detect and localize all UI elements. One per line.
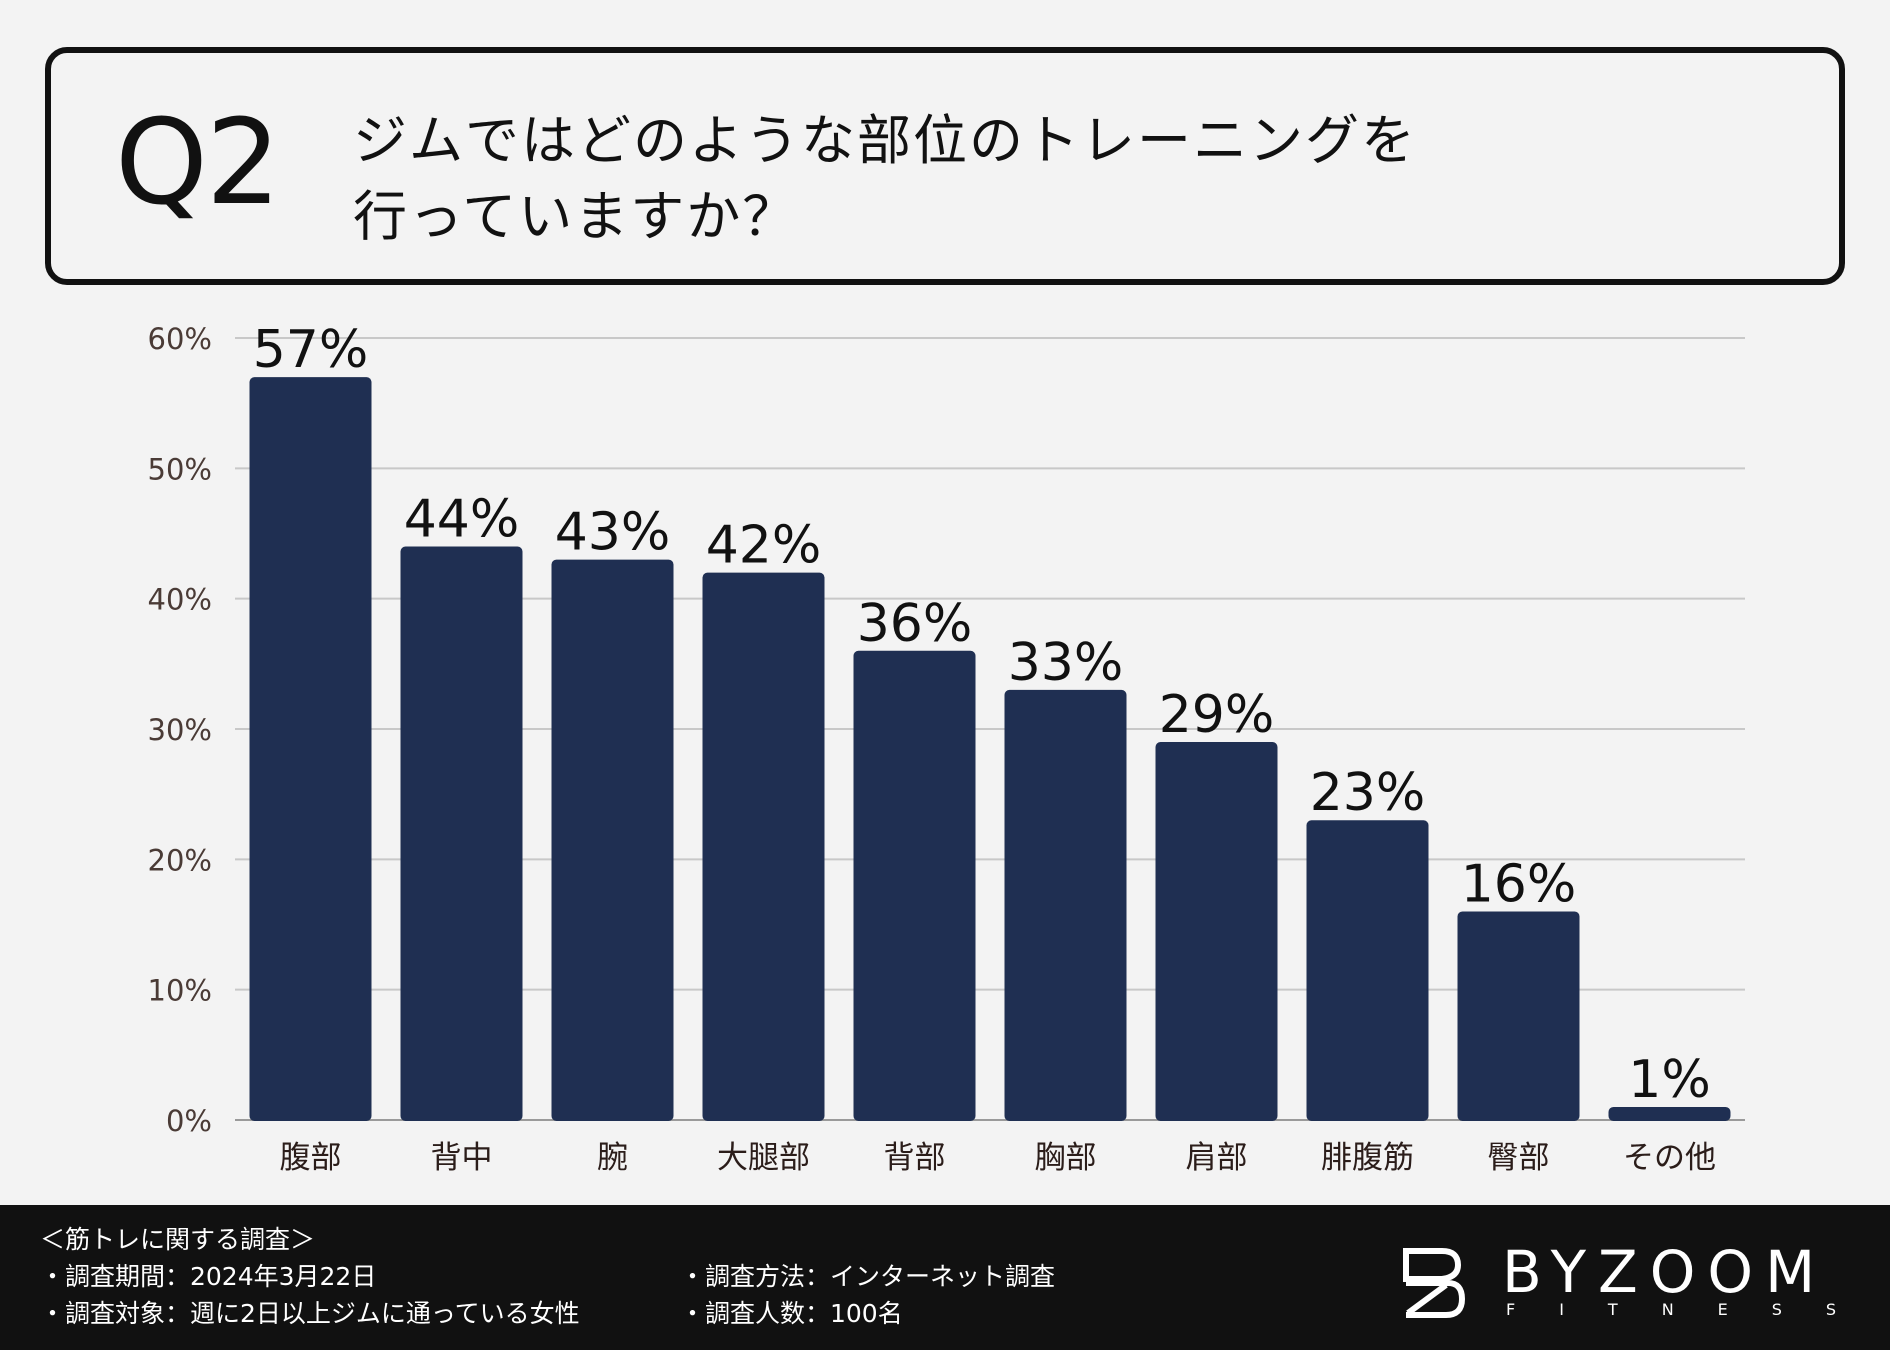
brand-logo: BYZOOM FITNESS <box>1402 1243 1852 1323</box>
question-text: ジムではどのような部位のトレーニングを 行っていますか？ <box>353 103 1753 255</box>
x-tick-label: 臀部 <box>1488 1140 1550 1176</box>
data-label: 33% <box>1008 633 1124 693</box>
data-label: 57% <box>253 320 369 380</box>
x-tick-label: 腹部 <box>280 1140 342 1176</box>
data-label: 44% <box>404 490 520 550</box>
survey-method: ・調査方法：インターネット調査 <box>680 1262 1056 1291</box>
y-tick-label: 0% <box>166 1104 212 1138</box>
brand-name: BYZOOM <box>1502 1238 1828 1306</box>
survey-period: ・調査期間：2024年3月22日 <box>40 1262 377 1291</box>
x-tick-label: 肩部 <box>1186 1140 1248 1176</box>
bar <box>1608 1106 1731 1121</box>
y-tick-label: 60% <box>148 322 212 356</box>
survey-heading: ＜筋トレに関する調査＞ <box>40 1225 316 1254</box>
survey-count: ・調査人数：100名 <box>680 1299 903 1328</box>
bar <box>1004 689 1127 1121</box>
x-tick-label: 腕 <box>597 1140 628 1176</box>
bar <box>1457 911 1580 1121</box>
bar <box>551 559 674 1121</box>
x-tick-label: 背中 <box>431 1140 493 1176</box>
question-number: Q2 <box>115 93 281 231</box>
y-tick-label: 40% <box>148 583 212 617</box>
data-label: 29% <box>1159 685 1275 745</box>
data-label: 42% <box>706 516 822 576</box>
x-tick-label: 大腿部 <box>717 1140 810 1176</box>
data-label: 36% <box>857 594 973 654</box>
x-tick-label: 背部 <box>884 1140 946 1176</box>
bar <box>249 377 372 1122</box>
data-label: 16% <box>1461 854 1577 914</box>
x-tick-label: その他 <box>1623 1140 1716 1176</box>
bar <box>1155 742 1278 1121</box>
bar <box>400 546 523 1121</box>
bar <box>1306 820 1429 1121</box>
y-tick-label: 50% <box>148 452 212 486</box>
question-box: Q2 ジムではどのような部位のトレーニングを 行っていますか？ <box>45 47 1845 285</box>
data-label: 23% <box>1310 763 1426 823</box>
data-label: 1% <box>1628 1050 1711 1110</box>
x-tick-label: 胸部 <box>1035 1140 1097 1176</box>
footer: ＜筋トレに関する調査＞ ・調査期間：2024年3月22日 ・調査対象：週に2日以… <box>0 1205 1890 1350</box>
y-tick-label: 20% <box>148 843 212 877</box>
question-line-1: ジムではどのような部位のトレーニングを <box>353 109 1417 172</box>
bz-logo-icon <box>1403 1248 1466 1318</box>
y-tick-label: 10% <box>148 974 212 1008</box>
data-label: 43% <box>555 503 671 563</box>
bar <box>702 572 825 1121</box>
x-tick-label: 腓腹筋 <box>1321 1140 1414 1176</box>
y-tick-label: 30% <box>148 713 212 747</box>
bar <box>853 650 976 1121</box>
survey-target: ・調査対象：週に2日以上ジムに通っている女性 <box>40 1299 580 1328</box>
question-line-2: 行っていますか？ <box>353 185 799 248</box>
bar-chart: 0% 10% 20% 30% 40% 50% 60% 57% 腹部 44% 背中 43% 腕 42% 大腿部… <box>148 320 1745 1176</box>
brand-sub: FITNESS <box>1506 1300 1881 1319</box>
